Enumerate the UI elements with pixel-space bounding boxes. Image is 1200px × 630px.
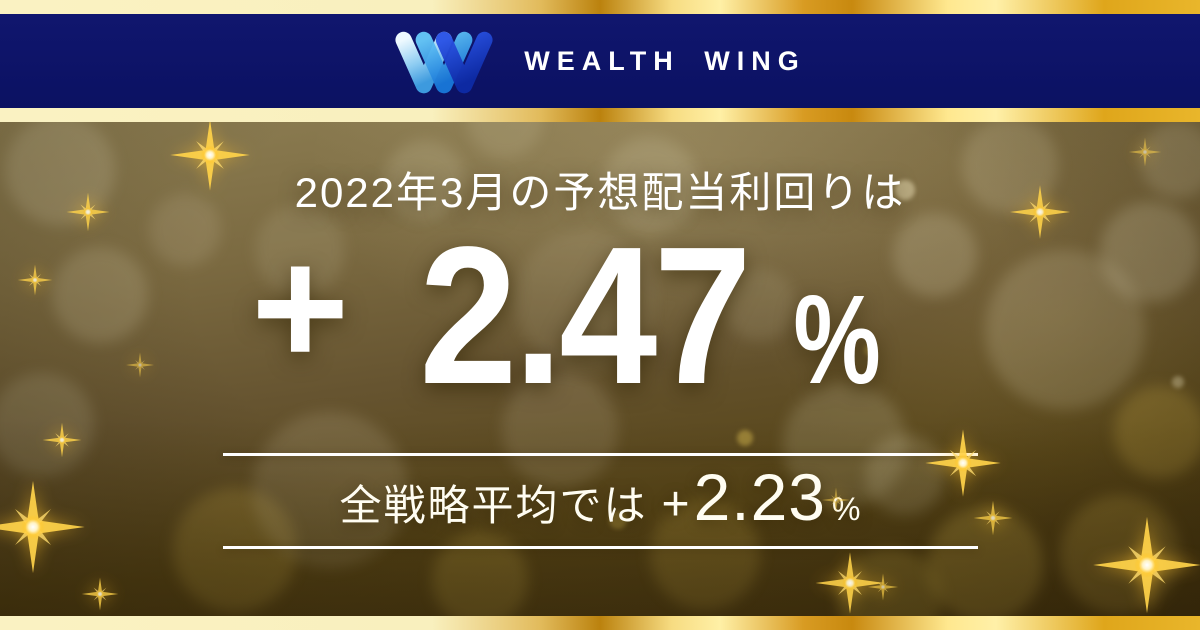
sparkle-icon [815,552,885,614]
bokeh-circle [893,213,977,297]
bokeh-circle [385,140,465,220]
average-yield-label: 全戦略平均では [339,482,648,529]
sparkle-icon [867,573,899,601]
bokeh-circle [515,230,655,370]
sparkle-icon [925,429,1001,497]
bokeh-circle [1100,202,1200,302]
average-yield-row: 全戦略平均では + 2.23 % [0,464,1200,530]
average-yield-sign: + [661,478,690,531]
sparkle-icon [81,577,119,611]
bokeh-circle [432,532,528,616]
bokeh-circle [1114,386,1200,478]
sparkle-icon [17,264,53,296]
divider-bottom [223,546,978,549]
bokeh-circle [985,250,1145,410]
bokeh-circle [962,122,1058,213]
bokeh-circle [255,205,345,295]
dividend-yield-unit: % [793,269,881,410]
bokeh-circle [5,122,115,225]
bokeh-circle [927,507,1043,616]
bokeh-circle [52,247,148,343]
bokeh-circle [895,180,915,200]
gold-strip-header-bottom [0,108,1200,122]
sparkle-icon [1093,516,1200,614]
gold-strip-top [0,0,1200,14]
gold-strip-bottom [0,616,1200,630]
bokeh-circle [783,383,907,507]
sparkle-icon [126,352,154,378]
sparkle-icon [973,500,1013,536]
bokeh-circle [1060,495,1180,615]
wealth-wing-logo-icon [395,31,493,94]
bokeh-circle [502,372,618,488]
header-bar: WEALTH WING [0,14,1200,108]
dividend-yield-sign: + [251,213,350,401]
average-yield-value: 2.23 [693,460,827,534]
sparkle-icon [42,422,82,458]
bokeh-circle [1172,376,1184,388]
sparkle-icon [66,192,110,232]
bokeh-circle [252,412,408,568]
bokeh-circle [737,430,753,446]
bokeh-circle [864,344,876,356]
bokeh-circle [865,435,945,515]
bokeh-circle [650,500,760,610]
bokeh-circle [724,269,796,341]
sparkle-icon [1009,185,1071,239]
bokeh-circle [467,122,543,158]
brand-name: WEALTH WING [524,45,806,76]
sparkle-icon [0,480,85,574]
headline: 2022年3月の予想配当利回りは [294,169,906,216]
divider-top [223,453,978,456]
bokeh-circle [609,511,627,529]
dividend-yield-value: 2.47 [419,206,753,425]
dividend-yield-row: + 2.47 % [0,218,1172,414]
sparkle-icon [1128,137,1162,167]
bokeh-circle [1140,122,1200,198]
bokeh-circle [149,194,221,266]
bokeh-circle [0,373,94,477]
sparkle-icon [170,119,250,191]
sparkle-icon [822,487,850,513]
bokeh-circle [173,488,297,612]
bokeh-circle [602,137,698,233]
